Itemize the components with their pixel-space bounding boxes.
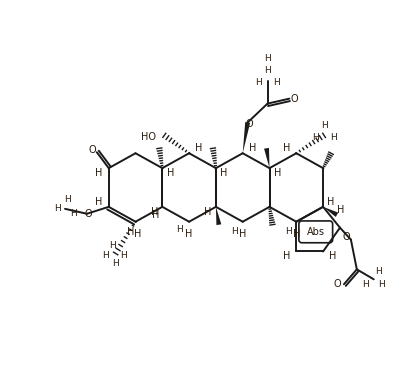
Polygon shape [216,207,221,225]
Text: H: H [54,204,61,213]
Text: H: H [204,207,212,217]
Text: O: O [246,120,254,130]
Text: H: H [249,143,256,153]
Polygon shape [323,207,338,217]
Text: H: H [112,259,119,268]
Text: H: H [273,78,280,87]
Text: H: H [152,210,159,220]
Text: H: H [232,227,238,236]
Text: H: H [329,252,337,262]
Text: H: H [327,197,335,207]
Text: O: O [88,145,96,155]
Text: H: H [103,251,109,260]
Text: H: H [255,78,262,87]
Text: Abs: Abs [307,227,325,237]
FancyBboxPatch shape [299,221,333,243]
Text: H: H [337,205,345,215]
Text: O: O [342,232,350,242]
Text: H: H [321,121,328,130]
Text: H: H [120,251,127,260]
Text: H: H [264,66,271,75]
Polygon shape [243,122,250,153]
Text: H: H [195,143,203,153]
Text: H: H [176,225,183,234]
Text: H: H [283,143,290,153]
Text: H: H [95,197,103,207]
Text: HO: HO [141,132,156,142]
Text: O: O [291,94,298,104]
Text: O: O [84,209,92,219]
Text: H: H [378,280,385,289]
Text: H: H [70,209,77,218]
Text: H: H [151,207,158,217]
Text: H: H [239,229,246,239]
Text: H: H [134,229,141,239]
Text: H: H [95,168,103,178]
Text: H: H [220,168,228,178]
Text: H: H [186,229,193,239]
Text: H: H [109,241,116,250]
Text: H: H [264,54,271,63]
Text: H: H [312,133,319,142]
Text: H: H [362,280,369,289]
Text: O: O [333,279,341,289]
Text: H: H [274,168,281,178]
Text: H: H [283,252,290,262]
Polygon shape [264,148,269,168]
Text: H: H [293,229,300,239]
Text: H: H [166,168,174,178]
Text: H: H [285,227,292,236]
Text: H: H [375,267,382,276]
Text: H: H [330,133,337,142]
Text: H: H [63,195,70,204]
Text: H: H [127,227,134,237]
